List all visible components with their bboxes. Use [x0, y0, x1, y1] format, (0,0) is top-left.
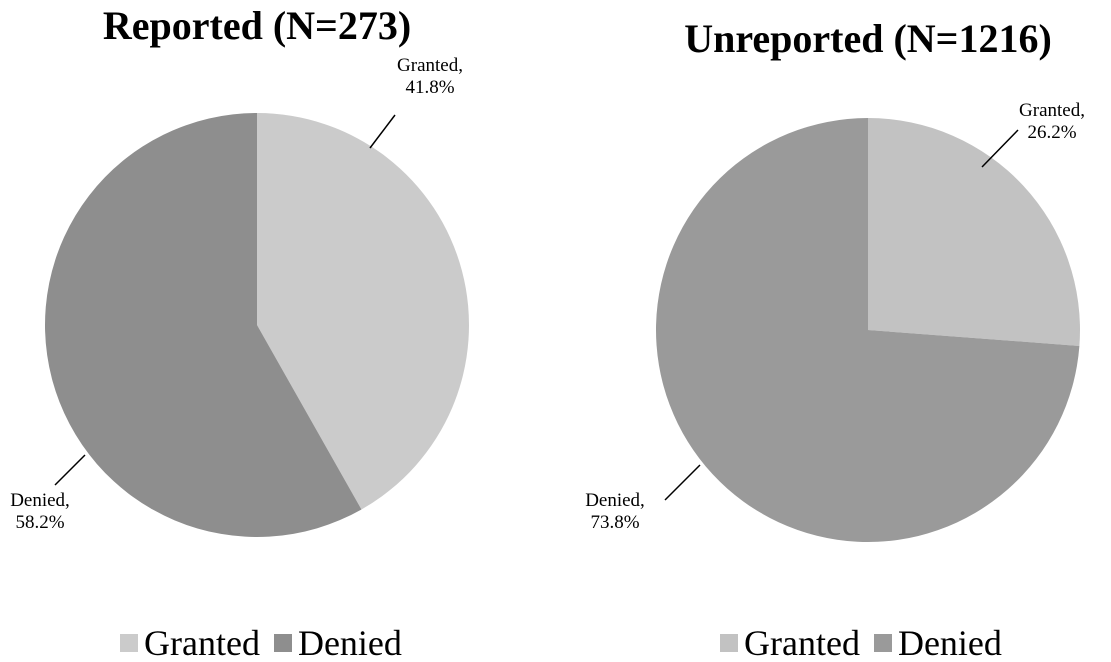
- leader-line: [981, 129, 1019, 168]
- legend: Granted Denied: [120, 622, 416, 662]
- legend-swatch: [873, 634, 892, 652]
- data-label: Denied, 73.8%: [585, 490, 645, 533]
- legend-item: Granted: [120, 622, 260, 662]
- data-label: Granted, 26.2%: [1019, 100, 1085, 143]
- chart-title: Reported (N=273): [102, 3, 412, 48]
- leader-line: [54, 454, 86, 486]
- legend-item: Granted: [720, 622, 860, 662]
- pie-slice: [257, 113, 469, 510]
- chart-title: Unreported (N=1216): [684, 16, 1052, 61]
- data-label: Denied, 58.2%: [10, 490, 70, 533]
- legend-item: Denied: [273, 622, 402, 662]
- legend-swatch: [120, 634, 138, 652]
- leader-line: [664, 464, 701, 501]
- legend-label: Denied: [897, 623, 1002, 662]
- legend-label: Granted: [144, 623, 260, 662]
- legend-item: Denied: [873, 622, 1002, 662]
- legend-swatch: [273, 634, 292, 652]
- legend-label: Granted: [744, 623, 860, 662]
- data-label: Granted, 41.8%: [397, 55, 463, 98]
- legend-label: Denied: [297, 623, 402, 662]
- legend-swatch: [720, 634, 738, 652]
- legend: Granted Denied: [720, 622, 1016, 662]
- pie-slice: [868, 118, 1080, 346]
- pie-slice: [656, 117, 1080, 542]
- leader-line: [369, 114, 396, 149]
- pie-slice: [44, 113, 362, 537]
